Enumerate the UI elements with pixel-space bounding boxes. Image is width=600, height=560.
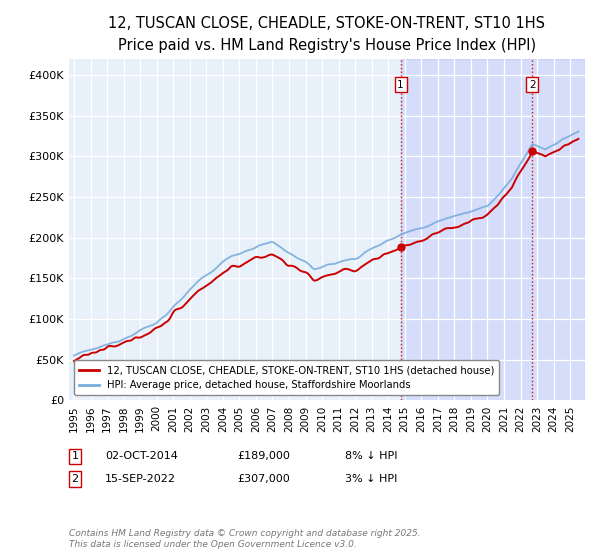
Text: 15-SEP-2022: 15-SEP-2022 xyxy=(105,474,176,484)
Text: 8% ↓ HPI: 8% ↓ HPI xyxy=(345,451,398,461)
Title: 12, TUSCAN CLOSE, CHEADLE, STOKE-ON-TRENT, ST10 1HS
Price paid vs. HM Land Regis: 12, TUSCAN CLOSE, CHEADLE, STOKE-ON-TREN… xyxy=(109,16,545,53)
Text: 2: 2 xyxy=(529,80,536,90)
Text: £307,000: £307,000 xyxy=(237,474,290,484)
Text: £189,000: £189,000 xyxy=(237,451,290,461)
Legend: 12, TUSCAN CLOSE, CHEADLE, STOKE-ON-TRENT, ST10 1HS (detached house), HPI: Avera: 12, TUSCAN CLOSE, CHEADLE, STOKE-ON-TREN… xyxy=(74,361,499,395)
Text: 02-OCT-2014: 02-OCT-2014 xyxy=(105,451,178,461)
Text: 1: 1 xyxy=(397,80,404,90)
Text: Contains HM Land Registry data © Crown copyright and database right 2025.
This d: Contains HM Land Registry data © Crown c… xyxy=(69,529,421,549)
Bar xyxy=(401,59,585,400)
Text: 1: 1 xyxy=(71,451,79,461)
Text: 2: 2 xyxy=(71,474,79,484)
Text: 3% ↓ HPI: 3% ↓ HPI xyxy=(345,474,397,484)
